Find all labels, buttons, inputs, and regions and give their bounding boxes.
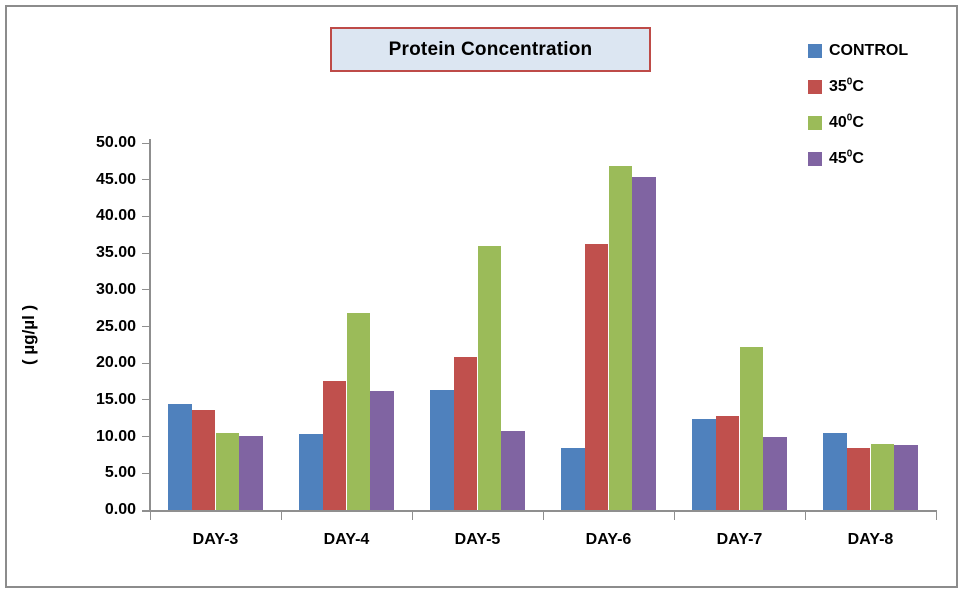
bar-35⁰C-DAY-6 (584, 244, 609, 510)
bar-40⁰C-DAY-4 (346, 313, 371, 510)
bar-45⁰C-DAY-6 (632, 177, 657, 510)
legend-item: CONTROL (808, 40, 908, 61)
y-tick-label: 25.00 (95, 317, 136, 335)
bar-35⁰C-DAY-8 (846, 447, 871, 510)
y-axis-tick (142, 472, 150, 474)
bar-40⁰C-DAY-3 (215, 432, 240, 510)
x-axis-tick (674, 510, 675, 520)
legend-item: 350C (808, 76, 908, 97)
y-axis-line (149, 139, 151, 512)
bar-CONTROL-DAY-3 (167, 403, 192, 510)
bar-35⁰C-DAY-7 (715, 416, 740, 510)
x-tick-label: DAY-6 (585, 531, 632, 548)
y-axis-tick (142, 362, 150, 364)
x-tick-label: DAY-4 (323, 531, 370, 548)
y-axis-tick (142, 289, 150, 291)
y-axis-tick (142, 142, 150, 144)
bar-CONTROL-DAY-4 (298, 433, 323, 510)
y-axis-tick (142, 252, 150, 254)
chart-title: Protein Concentration (388, 38, 593, 60)
legend-item: 400C (808, 112, 908, 133)
x-axis-tick (412, 510, 413, 520)
bar-40⁰C-DAY-6 (608, 166, 633, 510)
x-axis-tick (150, 510, 151, 520)
bar-CONTROL-DAY-5 (429, 390, 454, 510)
y-axis-tick (142, 399, 150, 401)
x-axis-line (142, 510, 937, 512)
y-tick-label: 20.00 (95, 354, 136, 372)
legend-label: 400C (829, 112, 864, 131)
legend-label: 350C (829, 76, 864, 95)
legend-swatch-icon (808, 43, 822, 58)
x-axis-tick (936, 510, 937, 520)
y-tick-label: 30.00 (95, 280, 136, 298)
bar-40⁰C-DAY-7 (739, 347, 764, 510)
bar-40⁰C-DAY-5 (477, 245, 502, 510)
bar-35⁰C-DAY-5 (453, 356, 478, 510)
x-tick-label: DAY-5 (454, 531, 501, 548)
y-axis-tick (142, 436, 150, 438)
y-tick-label: 45.00 (95, 170, 136, 188)
y-tick-label: 15.00 (95, 390, 136, 408)
y-axis-tick (142, 326, 150, 327)
y-axis-tick (142, 215, 150, 217)
legend: CONTROL 350C 400C 450C (808, 40, 908, 184)
legend-label: CONTROL (829, 41, 909, 59)
x-axis-tick (281, 510, 282, 520)
bar-CONTROL-DAY-6 (560, 448, 585, 510)
bar-45⁰C-DAY-8 (894, 445, 919, 510)
x-tick-label: DAY-7 (716, 531, 763, 548)
y-axis-tick (142, 179, 150, 181)
chart-title-box: Protein Concentration (330, 27, 651, 72)
legend-label: 450C (829, 148, 864, 167)
y-tick-label: 50.00 (95, 134, 136, 151)
x-tick-label: DAY-8 (847, 531, 894, 548)
x-axis-tick (543, 510, 544, 520)
y-tick-label: 5.00 (104, 464, 136, 482)
x-tick-label: DAY-3 (192, 531, 239, 548)
bar-35⁰C-DAY-3 (191, 410, 216, 510)
bar-45⁰C-DAY-4 (370, 391, 395, 510)
y-tick-label: 10.00 (95, 427, 136, 445)
bar-CONTROL-DAY-7 (691, 418, 716, 510)
legend-swatch-icon (808, 151, 822, 166)
legend-item: 450C (808, 148, 908, 169)
legend-swatch-icon (808, 115, 822, 130)
y-tick-label: 0.00 (104, 501, 136, 518)
bar-35⁰C-DAY-4 (322, 380, 347, 510)
y-tick-label: 35.00 (95, 244, 136, 262)
x-axis-tick (805, 510, 806, 520)
bar-45⁰C-DAY-5 (501, 431, 526, 510)
bar-45⁰C-DAY-3 (239, 435, 264, 510)
bar-CONTROL-DAY-8 (822, 432, 847, 510)
bar-40⁰C-DAY-8 (870, 443, 895, 510)
y-axis-tick (142, 509, 150, 511)
legend-swatch-icon (808, 79, 822, 94)
y-tick-label: 40.00 (95, 207, 136, 225)
bar-45⁰C-DAY-7 (763, 436, 788, 510)
